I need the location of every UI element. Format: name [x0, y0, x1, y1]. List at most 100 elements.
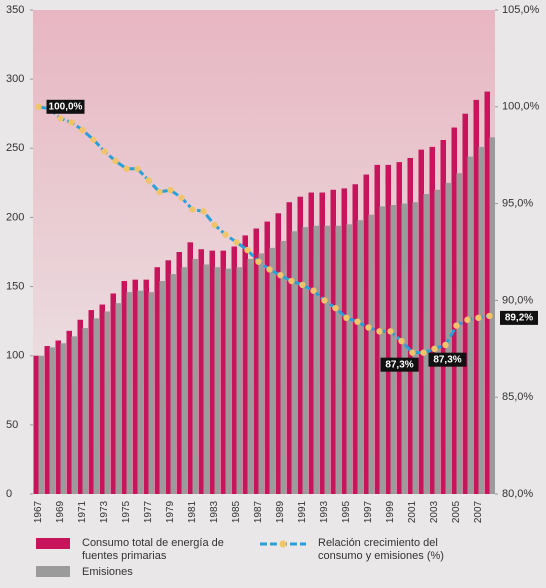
- bar: [462, 113, 468, 494]
- bar: [434, 189, 440, 494]
- bar: [418, 149, 424, 494]
- bar: [440, 139, 446, 494]
- x-tick-label: 1995: [341, 500, 352, 523]
- y-tick-label: 350: [6, 4, 24, 16]
- bar: [324, 225, 330, 494]
- x-tick-label: 1971: [77, 500, 88, 523]
- x-tick-label: 2007: [473, 500, 484, 523]
- bar: [291, 231, 297, 494]
- bar: [390, 204, 396, 495]
- bar: [456, 173, 462, 495]
- marker: [310, 287, 317, 294]
- y2-tick-label: 90,0%: [502, 294, 533, 306]
- bar: [258, 253, 264, 494]
- bar: [231, 246, 237, 494]
- bar: [49, 347, 55, 494]
- bar: [308, 192, 314, 494]
- y-tick-label: 100: [6, 350, 24, 362]
- x-tick-label: 1967: [33, 500, 44, 523]
- label-box: [500, 310, 538, 325]
- bar: [478, 146, 484, 494]
- marker: [79, 126, 86, 134]
- data-label: 87,3%: [433, 354, 461, 365]
- bar: [143, 279, 149, 494]
- bar: [379, 206, 385, 494]
- bar: [275, 213, 281, 494]
- bar: [346, 224, 352, 495]
- marker: [442, 341, 449, 349]
- bar: [104, 311, 110, 494]
- x-tick-label: 1975: [121, 500, 132, 523]
- bar: [313, 225, 319, 494]
- bar: [159, 281, 165, 494]
- bar: [187, 242, 193, 494]
- bar: [38, 355, 44, 494]
- bar: [401, 203, 407, 494]
- bar: [341, 188, 347, 495]
- bar: [473, 99, 479, 494]
- y2-tick-label: 95,0%: [502, 198, 533, 210]
- marker: [178, 194, 185, 201]
- x-tick-label: 1979: [165, 500, 176, 523]
- bar: [368, 214, 374, 495]
- x-tick-label: 1969: [55, 500, 66, 523]
- bar: [192, 258, 198, 494]
- bar: [269, 247, 275, 494]
- bar: [236, 267, 242, 494]
- marker: [123, 165, 130, 172]
- legend-swatch: [36, 538, 70, 549]
- marker: [233, 239, 240, 246]
- marker: [211, 221, 218, 229]
- x-tick-label: 1977: [143, 500, 154, 523]
- bar: [302, 227, 308, 494]
- y-tick-label: 200: [6, 211, 24, 223]
- marker: [343, 314, 350, 322]
- data-label: 100,0%: [49, 101, 83, 112]
- x-tick-label: 2001: [407, 500, 418, 523]
- marker: [431, 345, 438, 352]
- bar: [242, 235, 248, 495]
- x-tick-label: 1983: [209, 500, 220, 523]
- bar: [99, 304, 105, 494]
- marker: [365, 324, 372, 331]
- bar: [126, 292, 132, 494]
- bar: [335, 225, 341, 494]
- bar: [264, 221, 270, 494]
- marker: [156, 188, 163, 196]
- y-tick-label: 0: [6, 488, 12, 500]
- bar: [363, 174, 369, 494]
- marker: [134, 165, 141, 172]
- marker: [145, 177, 152, 184]
- bar: [396, 162, 402, 494]
- y-tick-label: 50: [6, 419, 18, 431]
- bar: [225, 268, 231, 494]
- x-tick-label: 1987: [253, 500, 264, 523]
- bar: [280, 240, 286, 494]
- x-tick-label: 1981: [187, 500, 198, 523]
- marker: [387, 328, 394, 335]
- bar: [77, 319, 83, 494]
- marker: [167, 186, 174, 194]
- bar: [154, 267, 160, 494]
- x-tick-label: 2005: [451, 500, 462, 523]
- marker: [200, 208, 207, 215]
- bar: [82, 328, 88, 494]
- x-tick-label: 1991: [297, 500, 308, 523]
- bar: [445, 182, 451, 494]
- bar: [297, 196, 303, 494]
- bar: [253, 228, 259, 494]
- x-tick-label: 1973: [99, 500, 110, 523]
- bar: [137, 290, 143, 494]
- bar: [357, 220, 363, 495]
- legend-swatch: [36, 566, 70, 577]
- bar: [115, 303, 121, 494]
- bar: [484, 91, 490, 495]
- x-tick-label: 1999: [385, 500, 396, 523]
- marker: [464, 316, 471, 323]
- bar: [319, 192, 325, 494]
- bar: [55, 340, 61, 494]
- bar: [209, 250, 215, 494]
- bar: [352, 184, 358, 495]
- marker: [255, 258, 262, 265]
